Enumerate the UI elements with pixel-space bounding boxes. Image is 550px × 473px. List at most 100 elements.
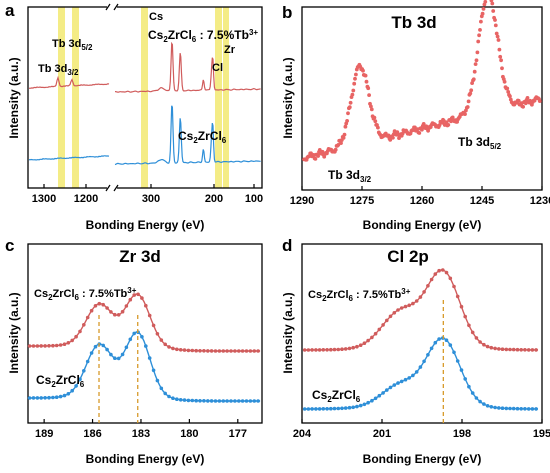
data-point [159,338,164,342]
data-point [463,377,468,381]
axis-break-mark [113,3,119,11]
data-point [370,398,374,403]
annotation-cs: Cs [149,11,163,23]
data-point [504,347,509,352]
data-point [54,395,59,400]
data-point [400,131,405,136]
data-point [504,406,509,411]
data-point [85,315,90,320]
data-point [147,313,152,318]
x-tick-label: 100 [245,193,263,205]
plot-frame [301,243,543,424]
data-point [62,393,67,398]
data-point [421,122,426,126]
data-point [526,407,531,411]
data-point [480,11,485,16]
data-point [516,98,521,103]
data-point [101,302,105,307]
data-point [332,406,337,411]
data-point [370,335,374,340]
data-point [178,398,183,402]
series-line-tb3d [302,0,542,162]
data-point [411,373,415,378]
y-axis-title: Intensity (a.u.) [7,57,21,138]
data-point [341,136,346,140]
data-point [43,344,47,348]
data-point [362,402,367,407]
data-point [186,348,191,353]
data-point [534,348,538,352]
data-point [256,399,260,403]
data-point [505,86,510,91]
data-point [85,359,90,364]
series-line-pristine [114,105,261,166]
panel-letter: c [5,236,14,255]
data-point [306,348,311,352]
x-tick-label: 1275 [350,195,374,207]
data-point [27,396,32,400]
data-point [221,399,226,403]
data-point [519,348,523,352]
data-point [388,385,393,390]
data-point [124,345,129,350]
data-point [463,314,468,319]
data-point [444,338,449,343]
data-point [502,79,507,84]
x-axis-title: Bonding Energy (eV) [363,218,482,232]
data-point [316,154,320,158]
axis-break-mark [105,3,111,11]
data-point [372,115,377,120]
x-tick-label: 1200 [74,193,98,205]
data-point [244,349,249,353]
data-point [381,391,385,395]
data-point [182,348,187,352]
data-point [473,62,478,66]
annotation-cl: Cl [212,62,223,74]
data-point [417,131,422,135]
data-point [467,323,471,328]
data-point [340,406,344,411]
data-point [62,342,67,347]
data-point [433,272,438,276]
data-point [519,407,523,411]
data-point [515,347,520,352]
data-point [493,23,498,28]
data-point [240,399,245,403]
panel-title: Tb 3d [391,13,436,32]
data-point [470,330,475,335]
plot-frame [27,243,263,424]
data-point [472,69,477,74]
data-point [178,348,183,352]
panel-title: Zr 3d [119,247,161,266]
data-point [414,370,419,374]
x-tick-label: 200 [205,193,223,205]
data-point [468,91,473,96]
data-point [332,347,337,352]
data-point [511,347,516,352]
data-point [367,93,371,97]
axis-break-mark [113,184,119,192]
data-point [340,347,344,352]
data-point [500,347,505,352]
data-point [474,396,479,400]
annotation-zr: Zr [224,44,236,56]
data-point [418,365,423,369]
data-point [116,356,121,361]
axis-break-gap [107,185,117,191]
data-point [302,407,307,411]
data-point [163,391,167,396]
data-point [248,399,253,403]
series-line [304,269,538,351]
data-point [74,384,78,388]
data-point [485,404,490,408]
data-point [403,377,408,382]
data-point [347,105,352,110]
data-point [494,31,499,36]
x-tick-label: 186 [83,428,101,440]
data-point [310,348,314,352]
data-point [525,96,530,100]
data-point [140,296,144,300]
data-point [313,157,318,161]
legend-label-pristine: Cs2ZrCl6 [178,129,227,145]
data-point [346,111,350,116]
